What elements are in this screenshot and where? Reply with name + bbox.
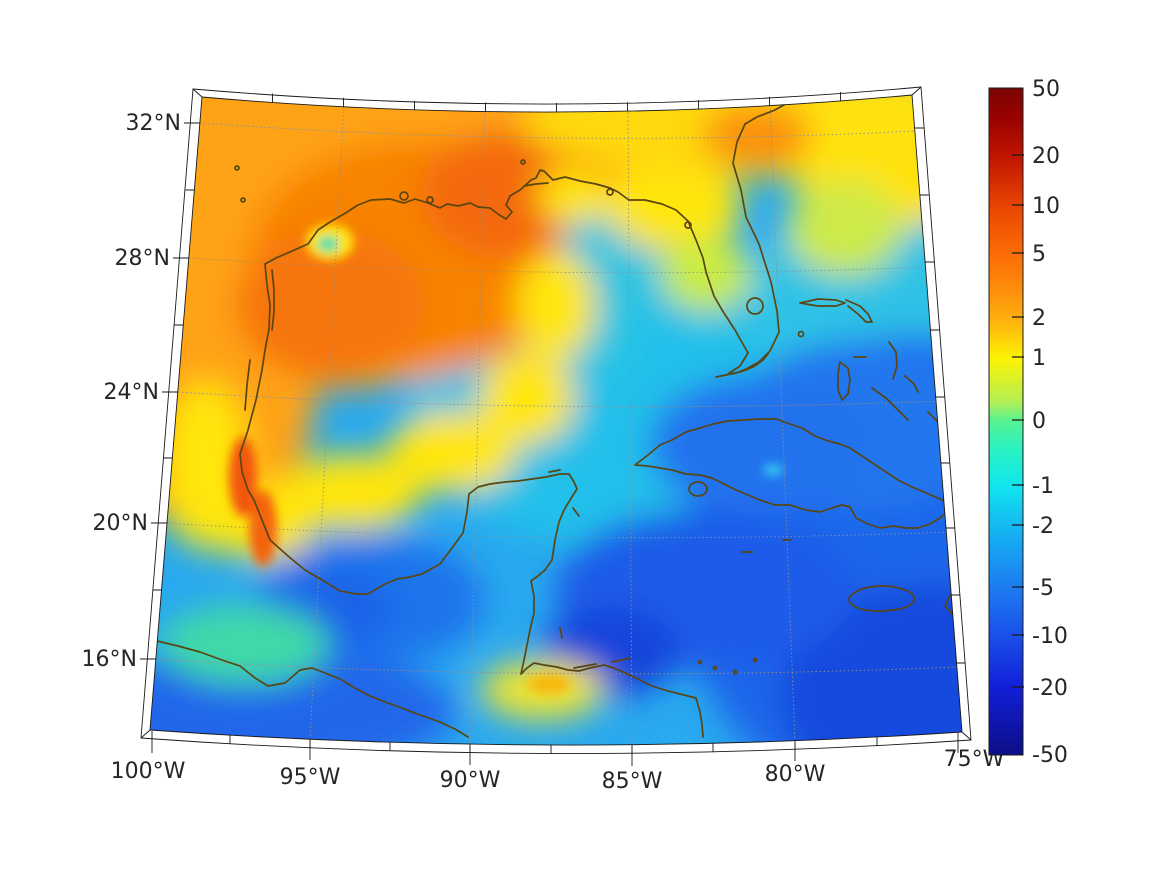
coastline-jamaica [848,585,916,612]
colorbar-tick-label-m50: -50 [1032,743,1068,768]
coastline-exuma [871,387,909,421]
colorbar-tick-label-m2: -2 [1032,514,1054,539]
lat-tick-marks [140,122,200,660]
lat-tick-label-20n: 20°N [93,511,148,536]
colorbar-tick-label-m1: -1 [1032,474,1054,499]
lon-tick-label-80w: 80°W [765,762,826,787]
coastline-speck-3 [520,159,526,165]
coastline-bay-4 [684,221,692,229]
coastline-bimini [797,330,805,338]
coastline-bay-3 [606,188,614,196]
coastline-cay-4 [752,657,758,663]
lon-tick-marks [151,731,959,766]
lat-tick-label-24n: 24°N [104,380,159,405]
coastline-cuba [634,418,949,529]
colorbar-tick-label-2: 2 [1032,306,1046,331]
coastline-eleuthera [888,341,898,380]
lon-tick-label-85w: 85°W [602,769,663,794]
gridline-80w [769,102,796,743]
coastline-cat-island [904,375,919,393]
coastline-cay-3 [732,669,738,675]
map-frame [140,86,972,766]
coastline-caymans [741,539,792,553]
coastline-cay-1 [697,659,703,665]
coastline-florida-keys [715,353,769,378]
coastline-andros [837,361,851,401]
coastline-isla-juventud [688,481,708,497]
coastline-abaco [845,299,873,323]
coastline-bay-1 [399,191,409,201]
coastline-pacific [156,640,469,738]
coastline-barrier-islands [244,182,549,411]
coastline-grand-bahama [799,298,846,307]
lat-tick-label-32n: 32°N [126,111,181,136]
colorbar-tick-marks [1012,154,1024,688]
graticule [155,102,958,746]
coastline-bay-2 [426,196,434,204]
gridline-28n [188,257,929,274]
lat-tick-label-16n: 16°N [82,647,137,672]
colorbar-tick-label-m5: -5 [1032,576,1054,601]
colorbar-tick-label-1: 1 [1032,346,1046,371]
colorbar-tick-label-5: 5 [1032,242,1046,267]
lake-okeechobee [746,297,764,315]
coastline-mainland [239,96,799,738]
lat-tick-label-28n: 28°N [115,246,170,271]
gridline-20n [166,522,953,539]
coastline-speck-1 [234,165,240,171]
coastline-speck-2 [240,197,246,203]
lon-tick-label-90w: 90°W [440,768,501,793]
colorbar-gradient [988,87,1024,756]
colorbar-tick-label-0: 0 [1032,409,1046,434]
colorbar-tick-label-20: 20 [1032,144,1060,169]
gridline-24n [177,391,942,408]
colorbar-tick-label-10: 10 [1032,194,1060,219]
colorbar-tick-label-m10: -10 [1032,624,1068,649]
colorbar-tick-label-m20: -20 [1032,676,1068,701]
axis-labels: 32°N 28°N 24°N 20°N 16°N 100°W 95°W 90°W… [82,111,1005,794]
lon-tick-label-95w: 95°W [280,765,341,790]
coastline-bay-islands [548,469,631,669]
map-frame-inner [149,94,963,746]
coastline-cay-2 [712,665,718,671]
colorbar: 50 20 10 5 2 1 0 -1 -2 -5 -10 -20 -50 [988,77,1068,768]
colorbar-tick-label-50: 50 [1032,77,1060,102]
lon-tick-label-100w: 100°W [111,759,186,784]
